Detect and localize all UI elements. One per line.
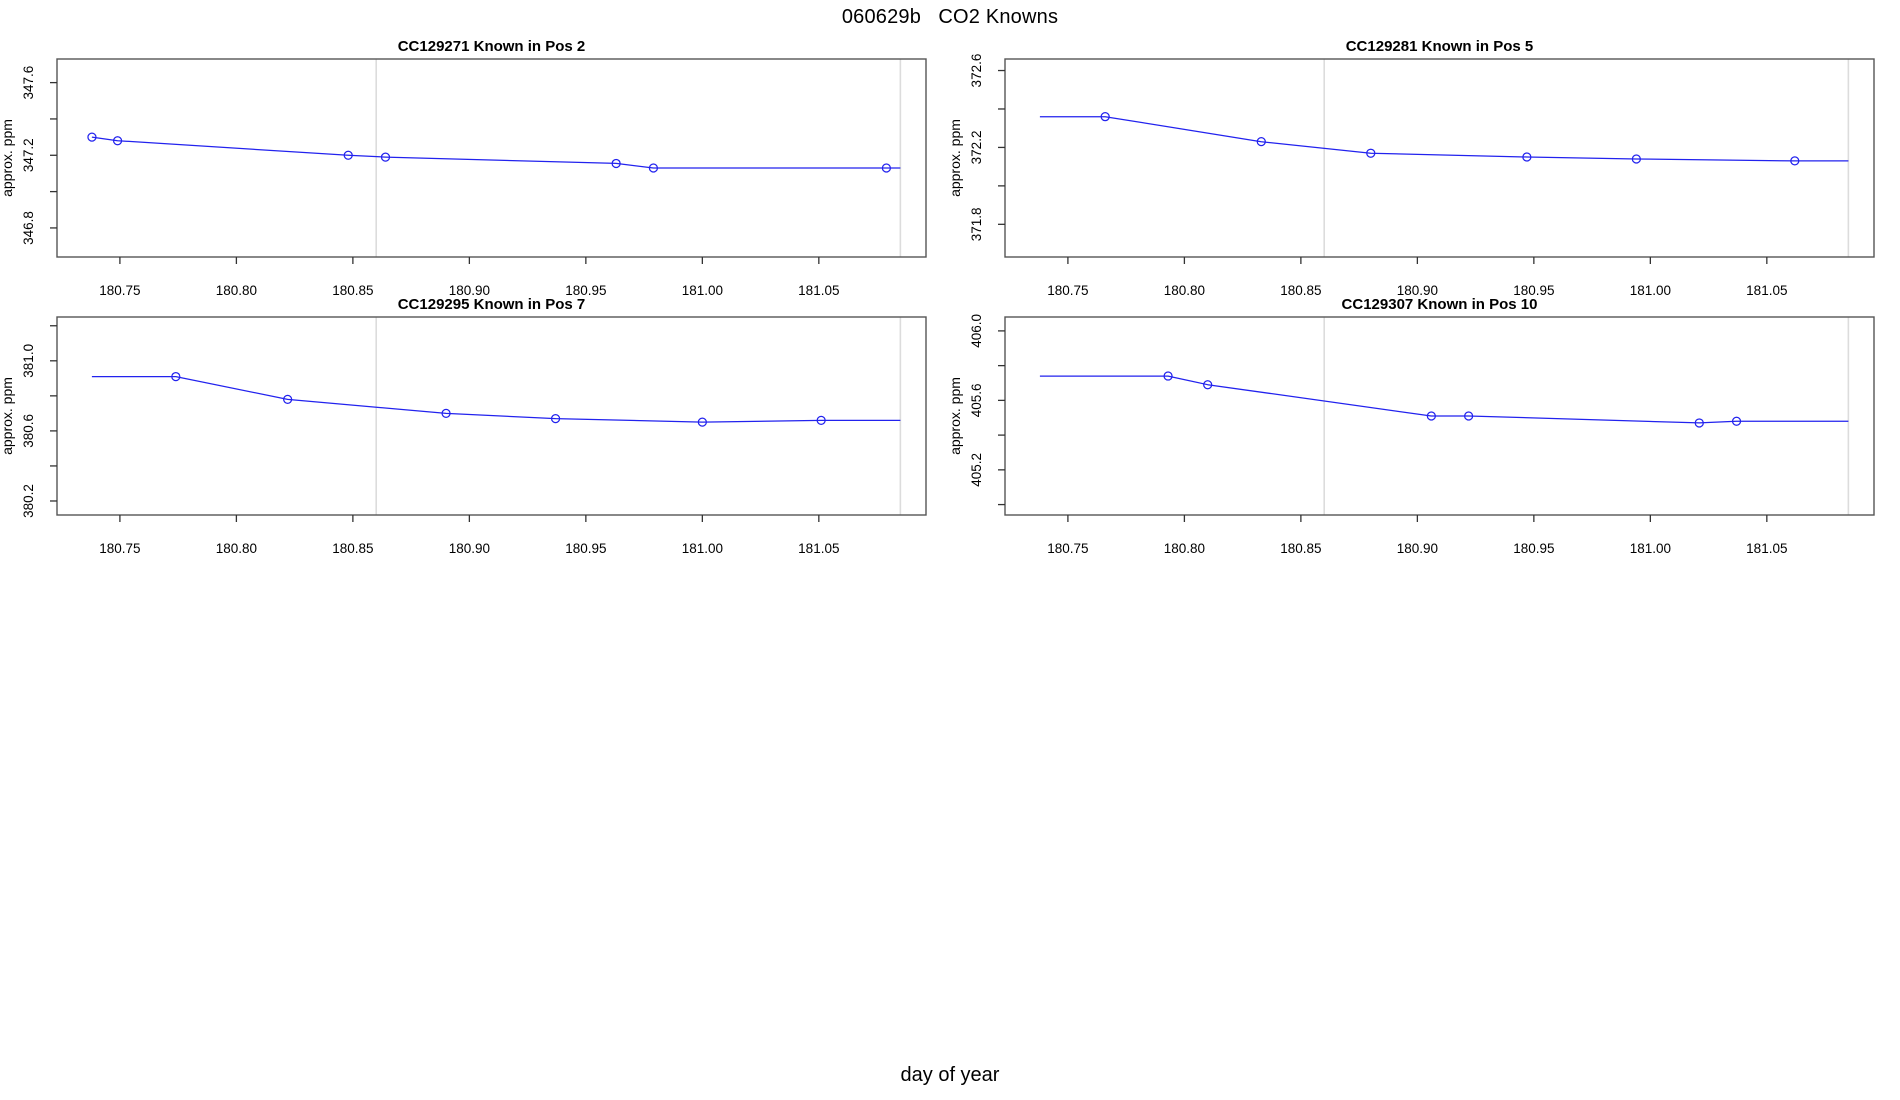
x-tick-label: 181.00 xyxy=(1630,541,1671,556)
x-tick-label: 181.05 xyxy=(1746,541,1787,556)
chart-title: 060629b CO2 Knowns xyxy=(841,6,1059,28)
data-point xyxy=(1463,411,1474,421)
panel-title: CC129295 Known in Pos 7 xyxy=(398,296,586,313)
x-tick-label: 180.95 xyxy=(1513,283,1554,298)
x-tick-label: 180.80 xyxy=(1164,283,1205,298)
data-point xyxy=(1256,137,1266,147)
x-tick-label: 180.90 xyxy=(449,541,490,556)
data-point xyxy=(697,417,707,427)
y-axis-label: approx. ppm xyxy=(0,377,15,455)
y-tick-label: 372.2 xyxy=(969,131,984,165)
x-tick-label: 180.90 xyxy=(1397,541,1438,556)
data-point xyxy=(171,371,181,382)
x-tick-label: 180.75 xyxy=(1047,541,1088,556)
x-tick-label: 180.80 xyxy=(1164,541,1205,556)
data-point xyxy=(87,132,97,142)
x-tick-label: 180.85 xyxy=(332,283,373,298)
data-point xyxy=(343,150,353,160)
data-point xyxy=(441,408,451,418)
data-line xyxy=(91,136,901,169)
x-tick-label: 180.75 xyxy=(1047,283,1088,298)
y-tick-label: 372.6 xyxy=(969,54,984,88)
x-tick-label: 181.00 xyxy=(682,541,723,556)
panel-box xyxy=(1004,316,1875,516)
data-point xyxy=(1522,152,1532,162)
y-tick-label: 381.0 xyxy=(21,344,36,378)
data-point xyxy=(816,415,826,426)
data-point xyxy=(550,414,561,424)
data-point xyxy=(1203,380,1213,390)
x-tick-label: 180.95 xyxy=(565,541,606,556)
x-tick-label: 180.80 xyxy=(216,541,257,556)
x-tick-label: 180.95 xyxy=(1513,541,1554,556)
panel-4: 180.75 180.80 180.85 180.90 180.95 181.00 181.… xyxy=(947,296,1875,556)
x-tick-label: 180.80 xyxy=(216,283,257,298)
data-point xyxy=(1694,418,1704,428)
data-line xyxy=(91,375,901,423)
data-point xyxy=(648,163,659,173)
x-tick-label: 180.90 xyxy=(1397,283,1438,298)
y-axis-label: approx. ppm xyxy=(947,377,963,455)
y-tick-label: 371.8 xyxy=(969,207,984,241)
panel-title: CC129271 Known in Pos 2 xyxy=(398,38,586,55)
data-line xyxy=(1039,375,1849,424)
y-tick-label: 406.0 xyxy=(969,314,984,348)
data-point xyxy=(1790,156,1800,166)
y-tick-label: 347.2 xyxy=(21,138,36,172)
data-point xyxy=(611,158,621,169)
y-tick-label: 405.6 xyxy=(969,383,984,417)
x-axis-title: day of year xyxy=(900,1064,1000,1086)
x-tick-label: 180.95 xyxy=(565,283,606,298)
data-point xyxy=(1631,154,1641,164)
panel-2: 180.75 180.80 180.85 180.90 180.95 181.00 181.… xyxy=(947,38,1875,298)
x-tick-label: 181.05 xyxy=(798,541,839,556)
y-axis-label: approx. ppm xyxy=(0,119,15,197)
x-tick-label: 180.85 xyxy=(1280,283,1321,298)
data-point xyxy=(283,394,293,404)
panel-box xyxy=(56,58,927,258)
data-point xyxy=(1100,112,1110,122)
data-line xyxy=(1039,116,1849,162)
x-tick-label: 181.05 xyxy=(1746,283,1787,298)
y-tick-label: 380.2 xyxy=(21,484,36,518)
y-axis-label: approx. ppm xyxy=(947,119,963,197)
data-point xyxy=(1366,148,1376,158)
data-point xyxy=(1731,416,1742,426)
panel-box xyxy=(1004,58,1875,258)
x-tick-label: 181.00 xyxy=(1630,283,1671,298)
panel-title: CC129307 Known in Pos 10 xyxy=(1342,296,1538,313)
y-tick-label: 405.2 xyxy=(969,453,984,487)
panel-title: CC129281 Known in Pos 5 xyxy=(1346,38,1534,55)
x-tick-label: 180.90 xyxy=(449,283,490,298)
x-tick-label: 181.00 xyxy=(682,283,723,298)
data-point xyxy=(380,152,391,162)
x-tick-label: 180.85 xyxy=(332,541,373,556)
x-tick-label: 181.05 xyxy=(798,283,839,298)
panel-3: 180.75 180.80 180.85 180.90 180.95 181.00 181.… xyxy=(0,296,927,556)
y-tick-label: 347.6 xyxy=(21,66,36,100)
data-point xyxy=(881,163,892,173)
x-tick-label: 180.75 xyxy=(99,541,140,556)
x-tick-label: 180.75 xyxy=(99,283,140,298)
data-point xyxy=(112,136,123,146)
x-tick-label: 180.85 xyxy=(1280,541,1321,556)
panel-box xyxy=(56,316,927,516)
data-point xyxy=(1426,411,1436,421)
y-tick-label: 380.6 xyxy=(21,414,36,448)
panel-1: 180.75 180.80 180.85 180.90 180.95 181.00 181.… xyxy=(0,38,927,298)
data-point xyxy=(1163,371,1173,381)
y-tick-label: 346.8 xyxy=(21,211,36,245)
